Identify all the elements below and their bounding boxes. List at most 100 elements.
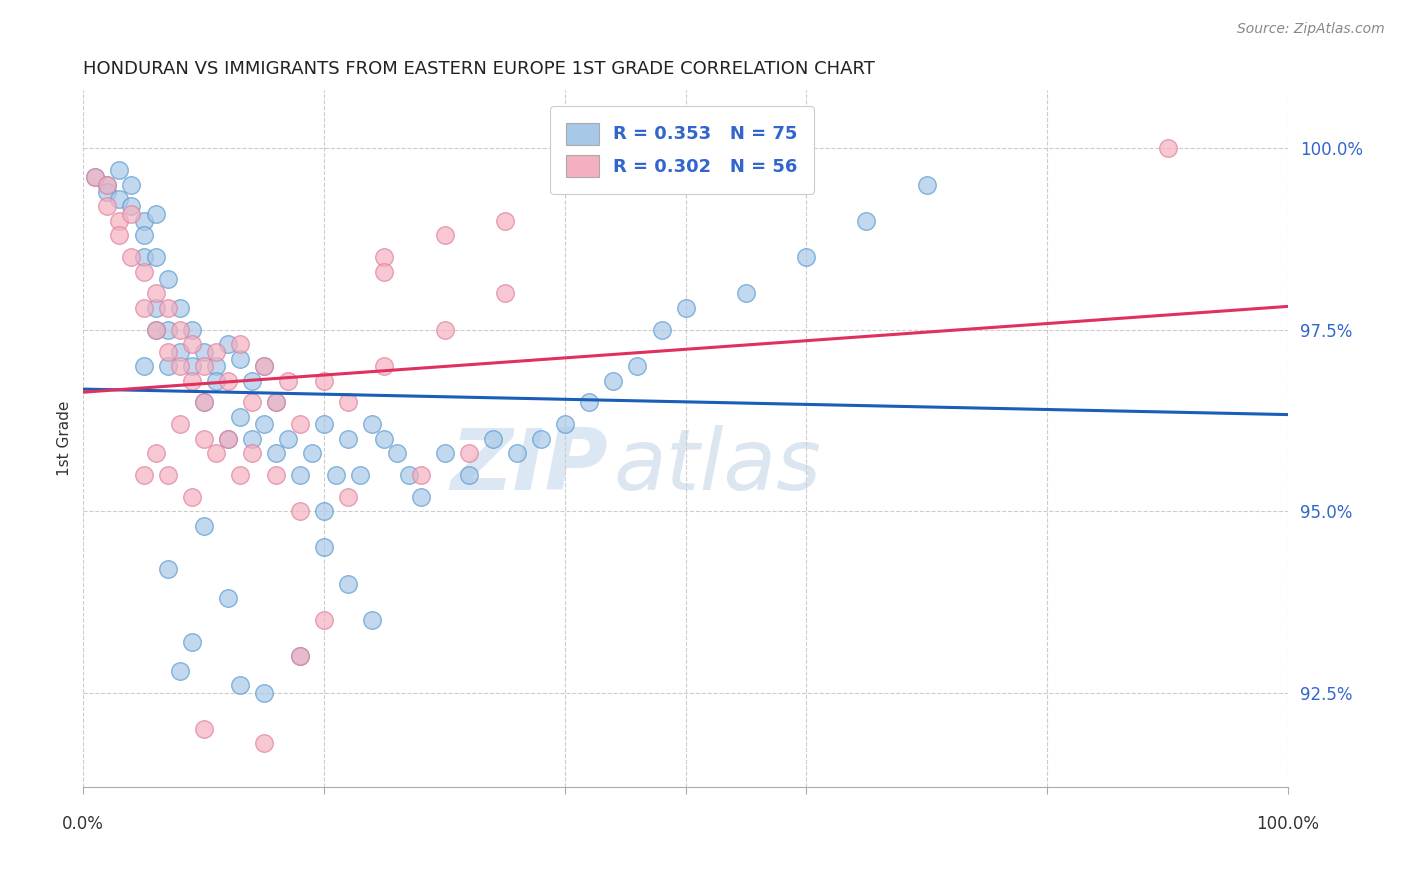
Point — [204, 359, 226, 373]
Point — [180, 337, 202, 351]
Text: Source: ZipAtlas.com: Source: ZipAtlas.com — [1237, 22, 1385, 37]
Point — [915, 178, 938, 192]
Point — [217, 374, 239, 388]
Point — [145, 323, 167, 337]
Point — [651, 323, 673, 337]
Point — [457, 446, 479, 460]
Point — [145, 286, 167, 301]
Point — [506, 446, 529, 460]
Point — [145, 250, 167, 264]
Point — [301, 446, 323, 460]
Point — [229, 351, 252, 366]
Text: HONDURAN VS IMMIGRANTS FROM EASTERN EUROPE 1ST GRADE CORRELATION CHART: HONDURAN VS IMMIGRANTS FROM EASTERN EURO… — [83, 60, 875, 78]
Point — [314, 504, 336, 518]
Point — [314, 613, 336, 627]
Point — [253, 359, 276, 373]
Point — [96, 178, 118, 192]
Point — [288, 649, 311, 664]
Point — [108, 192, 131, 206]
Point — [229, 337, 252, 351]
Point — [602, 374, 624, 388]
Point — [169, 664, 191, 678]
Point — [156, 344, 179, 359]
Legend: R = 0.353   N = 75, R = 0.302   N = 56: R = 0.353 N = 75, R = 0.302 N = 56 — [550, 106, 814, 194]
Text: 0.0%: 0.0% — [62, 814, 104, 833]
Point — [277, 432, 299, 446]
Point — [121, 250, 143, 264]
Point — [337, 576, 360, 591]
Point — [433, 446, 456, 460]
Point — [409, 490, 432, 504]
Point — [169, 359, 191, 373]
Point — [204, 344, 226, 359]
Point — [229, 678, 252, 692]
Point — [264, 467, 287, 482]
Point — [96, 178, 118, 192]
Text: ZIP: ZIP — [450, 425, 607, 508]
Point — [240, 374, 263, 388]
Point — [277, 374, 299, 388]
Point — [156, 272, 179, 286]
Point — [180, 323, 202, 337]
Point — [229, 409, 252, 424]
Point — [240, 446, 263, 460]
Point — [132, 250, 155, 264]
Point — [193, 432, 215, 446]
Point — [253, 736, 276, 750]
Point — [361, 613, 384, 627]
Point — [180, 634, 202, 648]
Point — [169, 344, 191, 359]
Point — [169, 417, 191, 431]
Point — [855, 214, 877, 228]
Point — [204, 446, 226, 460]
Point — [433, 323, 456, 337]
Point — [121, 178, 143, 192]
Point — [494, 214, 516, 228]
Point — [84, 170, 107, 185]
Point — [96, 199, 118, 213]
Point — [156, 301, 179, 315]
Point — [108, 214, 131, 228]
Point — [108, 228, 131, 243]
Point — [337, 395, 360, 409]
Point — [145, 446, 167, 460]
Point — [626, 359, 648, 373]
Point — [314, 374, 336, 388]
Point — [132, 467, 155, 482]
Point — [482, 432, 505, 446]
Point — [264, 395, 287, 409]
Point — [180, 359, 202, 373]
Point — [314, 417, 336, 431]
Point — [121, 199, 143, 213]
Point — [156, 323, 179, 337]
Point — [735, 286, 758, 301]
Point — [132, 265, 155, 279]
Point — [193, 518, 215, 533]
Point — [288, 417, 311, 431]
Point — [217, 591, 239, 606]
Point — [84, 170, 107, 185]
Point — [180, 374, 202, 388]
Point — [675, 301, 697, 315]
Point — [433, 228, 456, 243]
Point — [96, 185, 118, 199]
Point — [217, 337, 239, 351]
Point — [314, 541, 336, 555]
Point — [193, 344, 215, 359]
Point — [398, 467, 420, 482]
Point — [1156, 141, 1178, 155]
Point — [145, 323, 167, 337]
Point — [217, 432, 239, 446]
Point — [169, 301, 191, 315]
Point — [108, 163, 131, 178]
Point — [193, 395, 215, 409]
Point — [193, 395, 215, 409]
Point — [253, 417, 276, 431]
Point — [121, 206, 143, 220]
Point — [240, 432, 263, 446]
Point — [578, 395, 600, 409]
Point — [361, 417, 384, 431]
Point — [145, 301, 167, 315]
Point — [229, 467, 252, 482]
Point — [169, 323, 191, 337]
